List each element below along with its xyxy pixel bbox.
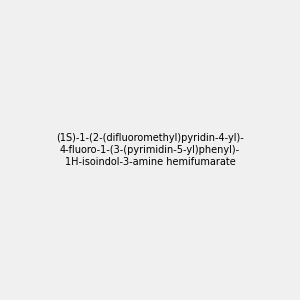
Text: (1S)-1-(2-(difluoromethyl)pyridin-4-yl)-
4-fluoro-1-(3-(pyrimidin-5-yl)phenyl)-
: (1S)-1-(2-(difluoromethyl)pyridin-4-yl)-… [56,134,244,166]
